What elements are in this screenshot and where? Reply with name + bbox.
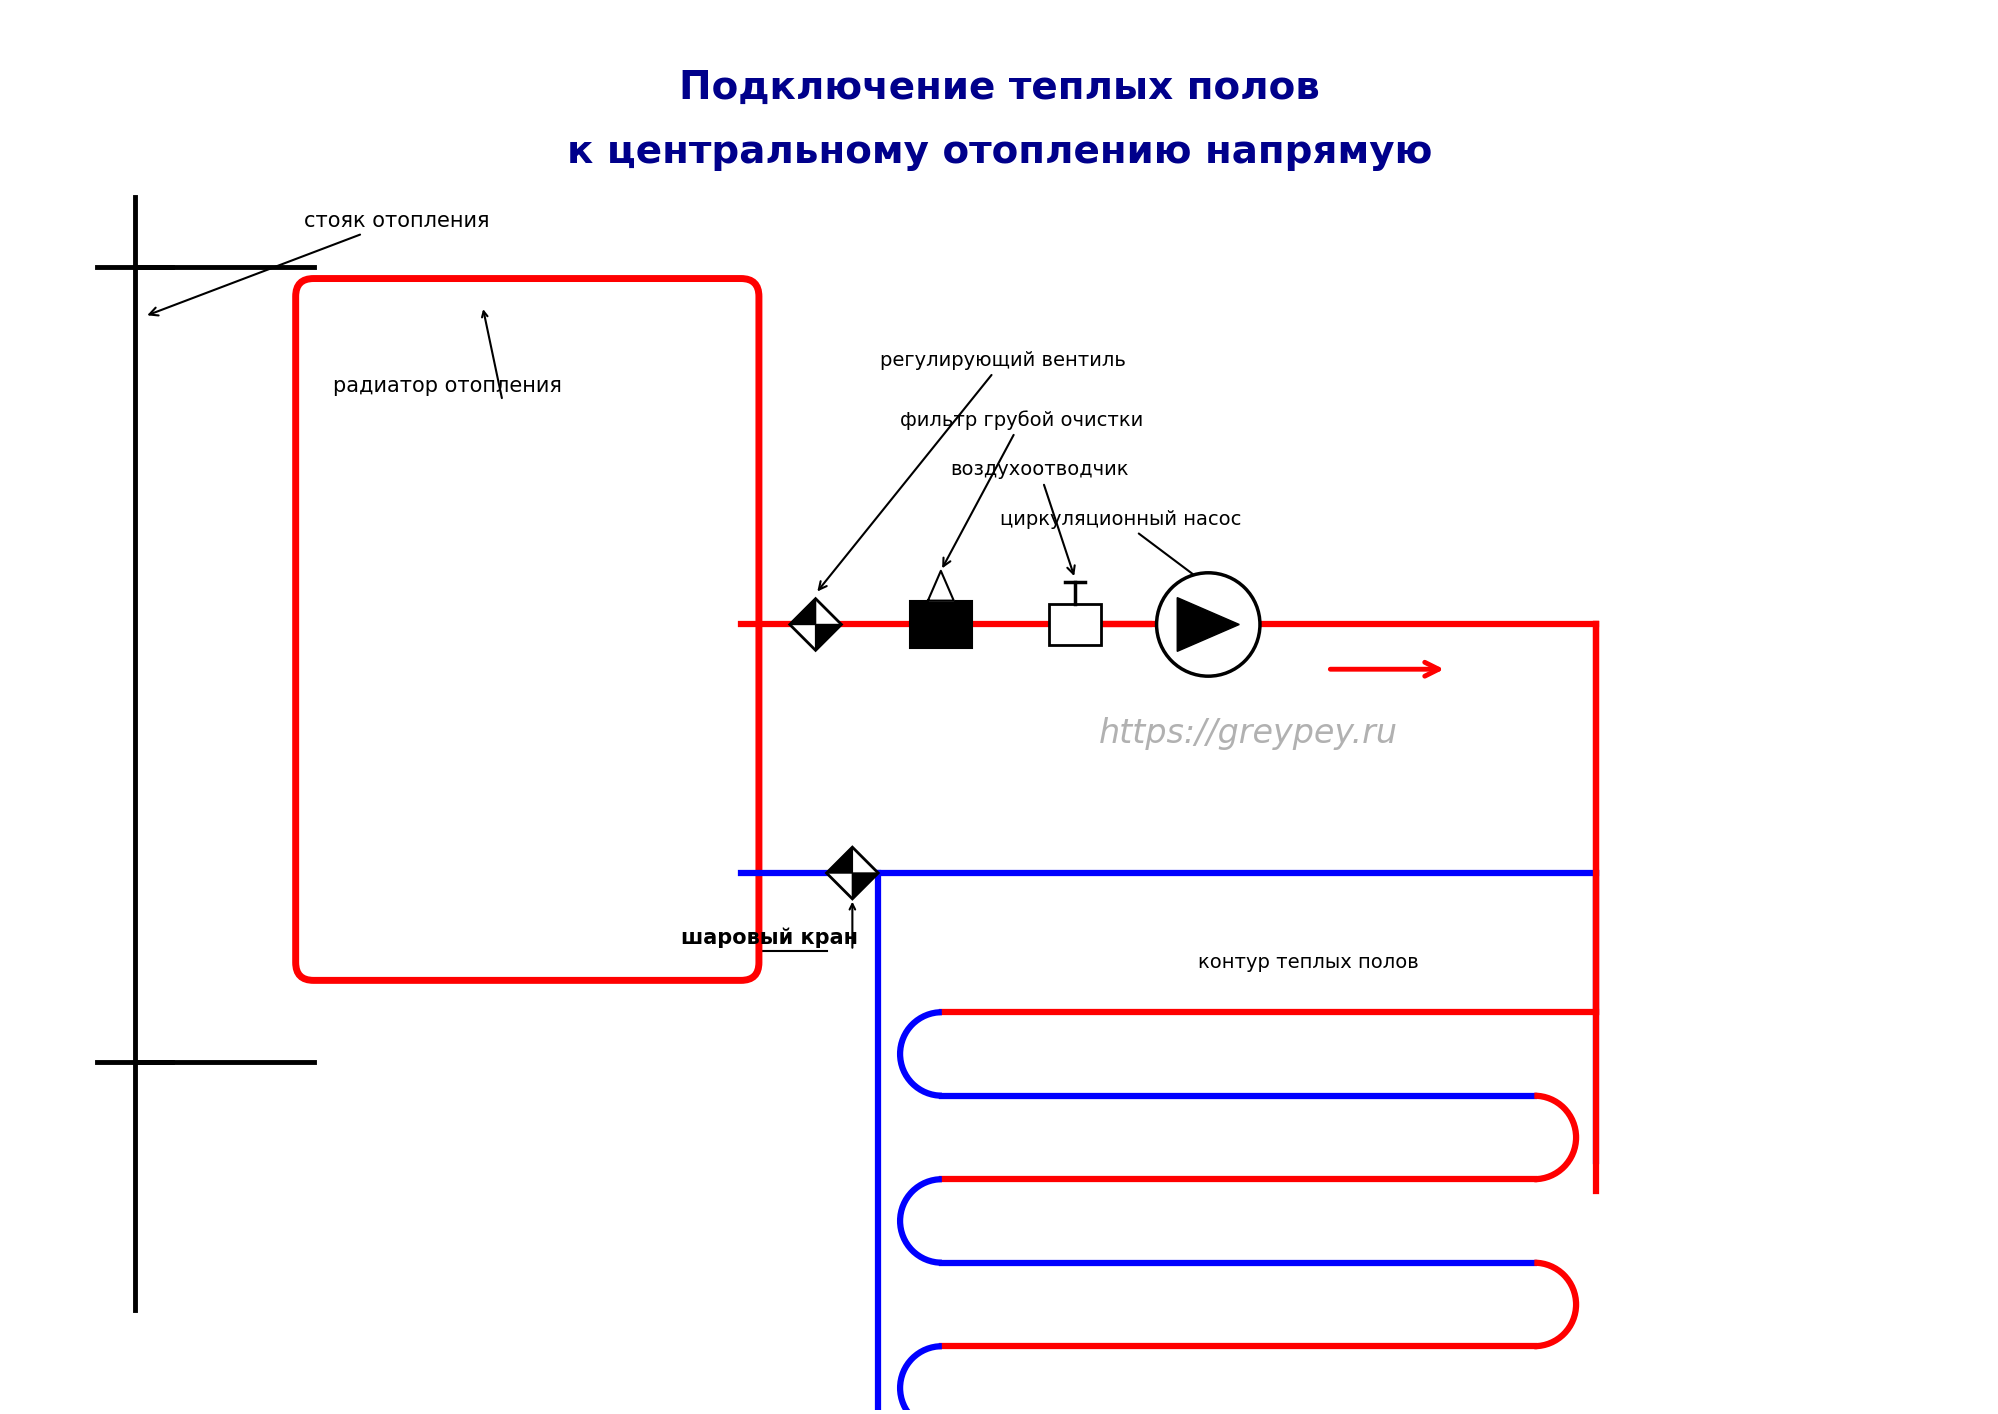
Text: контур теплых полов: контур теплых полов: [1197, 953, 1419, 971]
Polygon shape: [789, 598, 815, 625]
Polygon shape: [815, 625, 841, 650]
Polygon shape: [789, 598, 841, 650]
FancyBboxPatch shape: [296, 279, 759, 980]
Text: радиатор отопления: радиатор отопления: [334, 376, 561, 396]
Text: к центральному отоплению напрямую: к центральному отоплению напрямую: [567, 133, 1431, 171]
Text: воздухоотводчик: воздухоотводчик: [949, 461, 1127, 574]
Bar: [909, 601, 971, 649]
Polygon shape: [851, 872, 877, 899]
Bar: [1049, 604, 1101, 645]
Text: шаровый кран: шаровый кран: [681, 928, 857, 947]
Polygon shape: [1177, 598, 1239, 652]
Polygon shape: [825, 847, 877, 899]
Polygon shape: [825, 847, 851, 872]
Text: фильтр грубой очистки: фильтр грубой очистки: [899, 410, 1143, 566]
Text: https://greypey.ru: https://greypey.ru: [1099, 717, 1397, 751]
Text: циркуляционный насос: циркуляционный насос: [999, 510, 1255, 621]
Circle shape: [1157, 573, 1259, 676]
Polygon shape: [927, 571, 953, 601]
Text: стояк отопления: стояк отопления: [150, 211, 490, 315]
Text: регулирующий вентиль: регулирующий вентиль: [819, 351, 1125, 590]
Text: Подключение теплых полов: Подключение теплых полов: [679, 69, 1319, 106]
